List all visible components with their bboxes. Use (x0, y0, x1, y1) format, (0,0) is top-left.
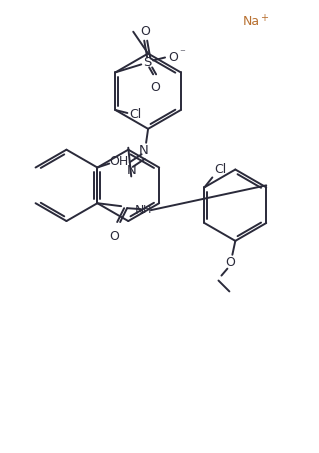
Text: O: O (168, 51, 178, 64)
Text: Cl: Cl (214, 163, 226, 176)
Text: N: N (134, 204, 144, 217)
Text: S: S (143, 56, 152, 69)
Text: N: N (126, 164, 136, 177)
Text: O: O (140, 25, 150, 38)
Text: H: H (143, 205, 151, 215)
Text: +: + (260, 13, 268, 23)
Text: N: N (138, 144, 148, 157)
Text: ⁻: ⁻ (179, 48, 185, 58)
Text: Cl: Cl (129, 108, 141, 121)
Text: Na: Na (243, 15, 260, 28)
Text: O: O (109, 231, 119, 243)
Text: O: O (226, 256, 235, 269)
Text: OH: OH (109, 155, 129, 168)
Text: O: O (150, 81, 160, 94)
